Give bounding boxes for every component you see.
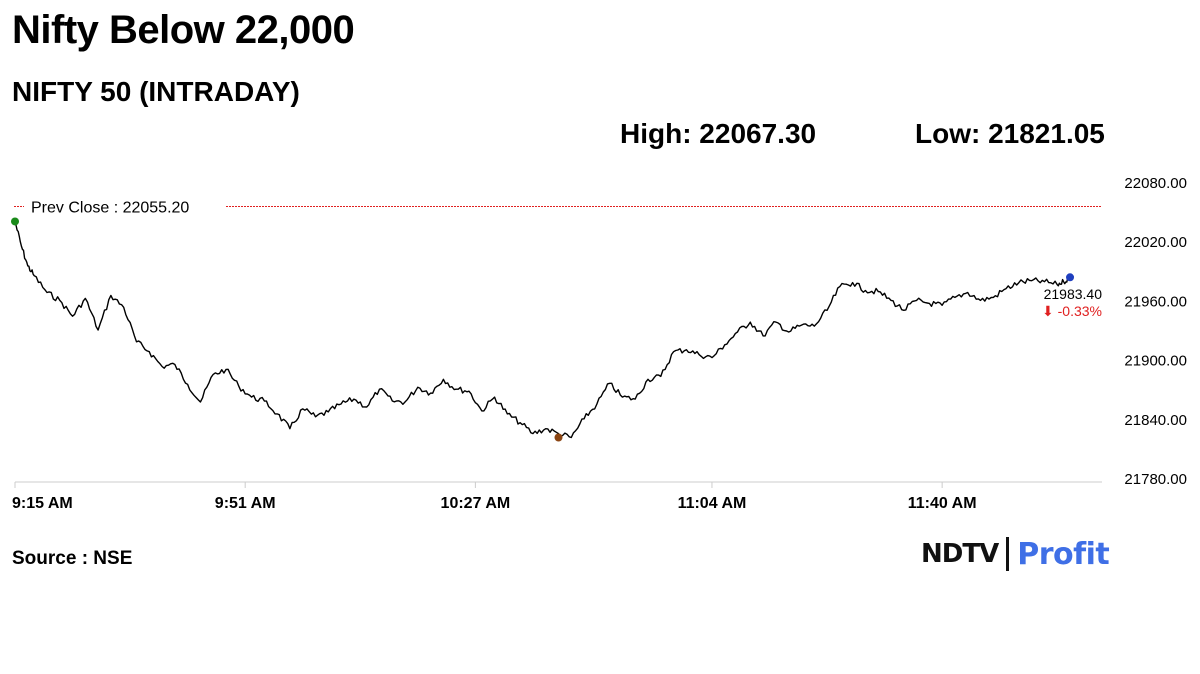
logo-brand: NDTV [921, 539, 999, 569]
headline: Nifty Below 22,000 [12, 8, 355, 52]
chart-subtitle: NIFTY 50 (INTRADAY) [12, 76, 300, 107]
high-stat: High: 22067.30 [620, 118, 817, 149]
x-tick-label: 10:27 AM [441, 495, 511, 512]
y-tick-label: 21780.00 [1124, 471, 1187, 488]
marker-last [1066, 273, 1075, 282]
y-tick-label: 21960.00 [1124, 293, 1187, 310]
y-tick-label: 22080.00 [1124, 175, 1187, 192]
x-tick-label: 9:15 AM [12, 495, 73, 512]
prev-close-label: Prev Close : 22055.20 [31, 199, 189, 216]
x-tick-label: 11:04 AM [678, 495, 747, 512]
source-note: Source : NSE [12, 548, 133, 569]
logo-separator [1006, 537, 1010, 571]
ndtv-profit-logo: NDTV Profit [921, 534, 1110, 574]
price-line [14, 221, 1071, 439]
x-tick-label: 11:40 AM [908, 495, 977, 512]
last-value-label: 21983.40 [1044, 286, 1103, 302]
logo-product: Profit [1017, 536, 1110, 572]
marker-start [11, 217, 19, 226]
x-tick-label: 9:51 AM [215, 495, 276, 512]
y-tick-label: 22020.00 [1124, 234, 1187, 251]
change-label: ⬇ -0.33% [1042, 303, 1102, 319]
marker-low [554, 433, 563, 442]
y-tick-label: 21840.00 [1124, 412, 1187, 429]
low-stat: Low: 21821.05 [915, 118, 1105, 149]
y-tick-label: 21900.00 [1124, 353, 1187, 370]
